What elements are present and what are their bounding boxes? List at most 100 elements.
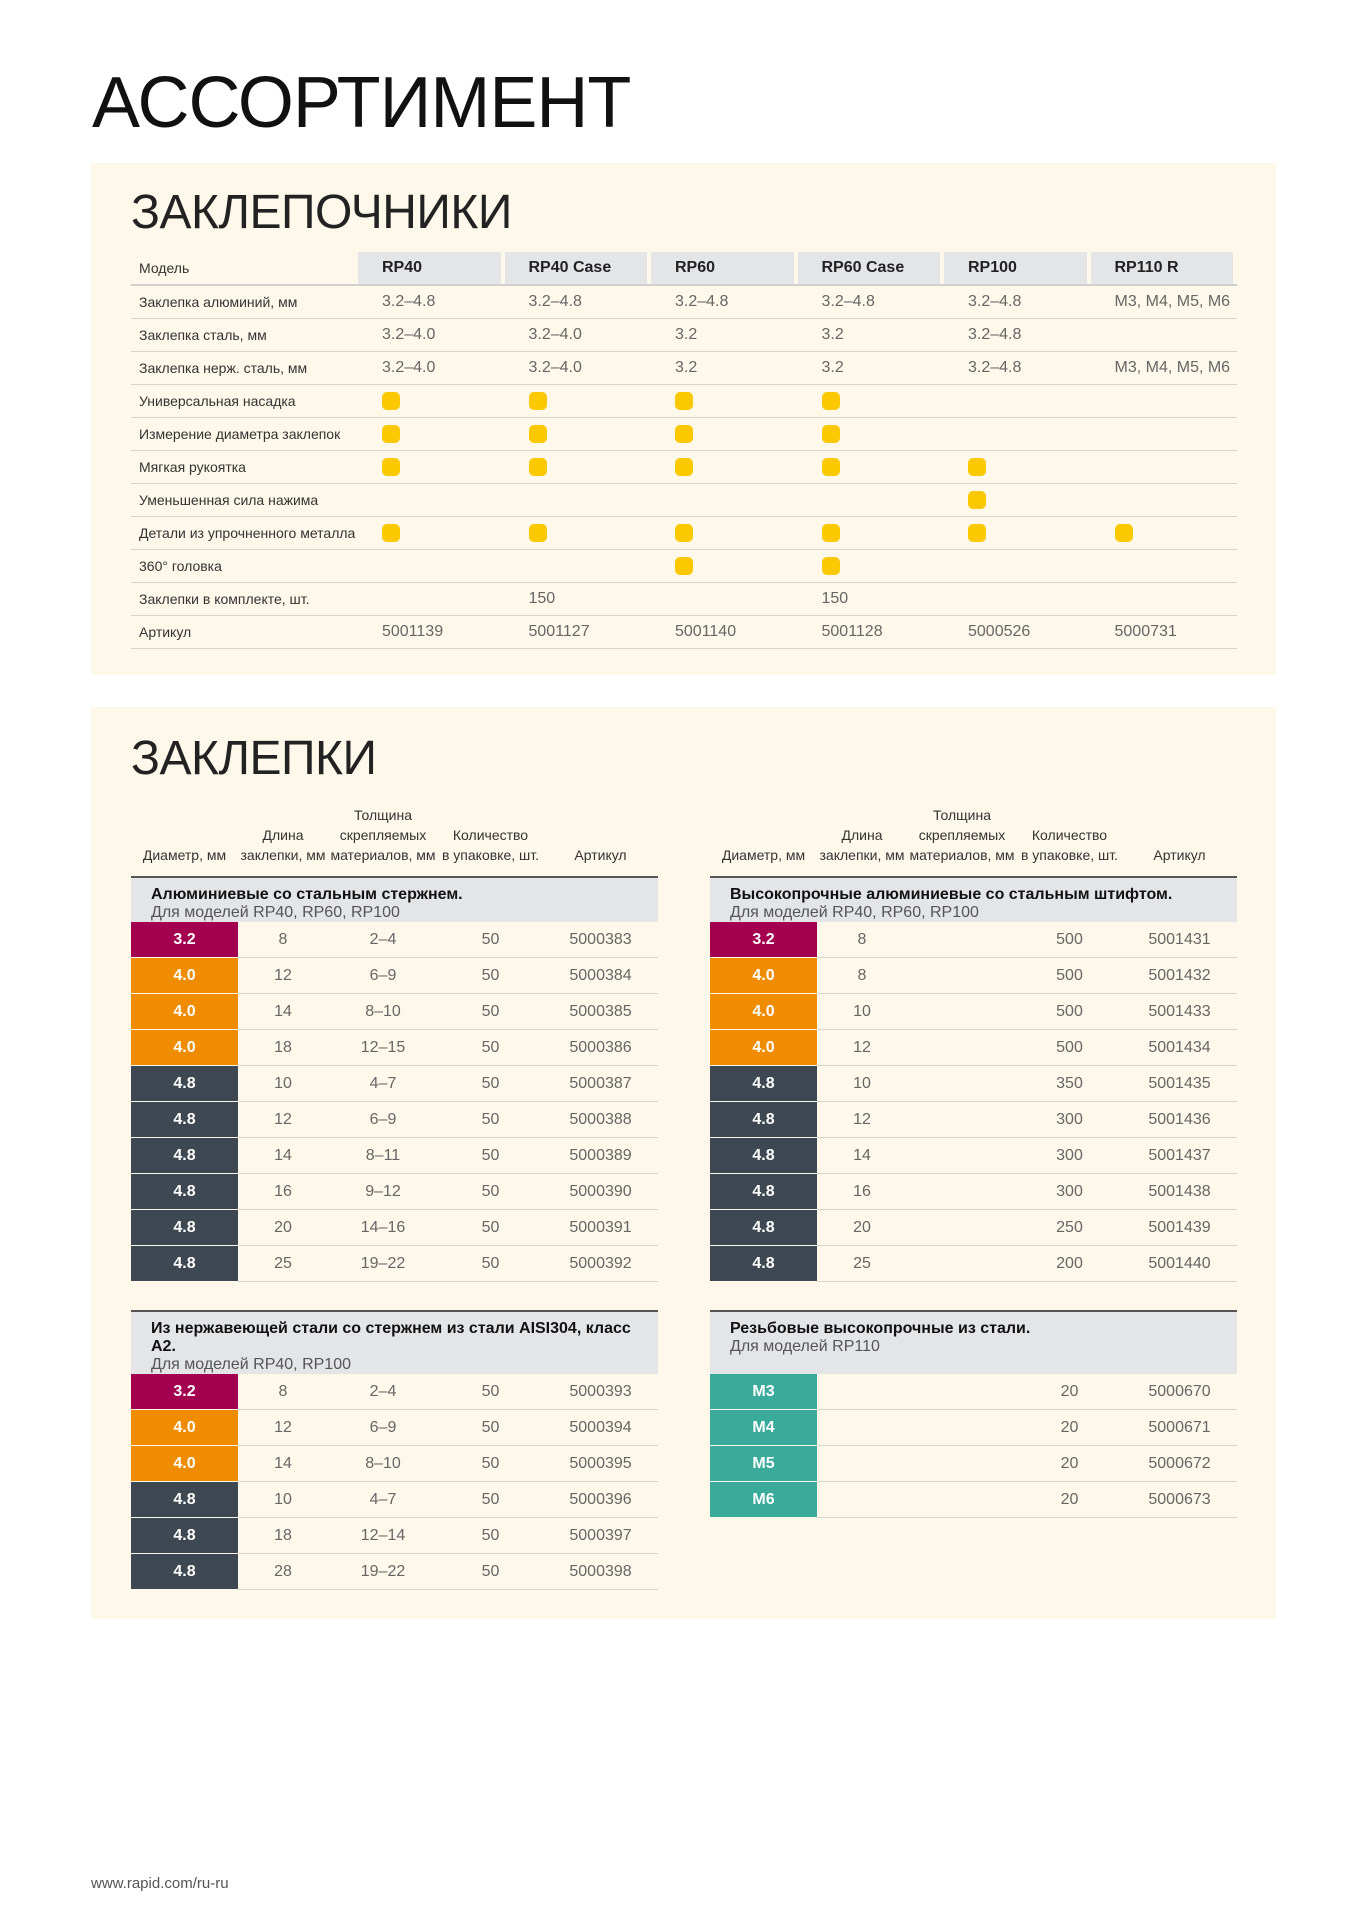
cell: 3.2: [797, 318, 944, 352]
cell: [358, 384, 505, 418]
cell: 3.2: [797, 351, 944, 385]
diameter-cell: 3.2: [131, 922, 238, 958]
cell: 50: [438, 1137, 543, 1174]
cell: 5001440: [1122, 1245, 1238, 1282]
cell: [797, 483, 944, 517]
model-name: RP100: [944, 252, 1087, 284]
model-header: RP60: [651, 252, 798, 286]
rivet-table: Высокопрочные алюминиевые со стальным шт…: [710, 876, 1238, 1282]
cell: 5001140: [651, 615, 798, 649]
section-header: Высокопрочные алюминиевые со стальным шт…: [710, 876, 1238, 922]
diameter-cell: 4.8: [131, 1137, 238, 1174]
row-label: Универсальная насадка: [131, 384, 358, 418]
cell: 3.2–4.0: [358, 318, 505, 352]
cell: 8: [817, 957, 907, 994]
column-header: Длина заклепки, мм: [240, 827, 326, 863]
cell: 50: [438, 1065, 543, 1102]
row-label: Артикул: [131, 615, 358, 649]
diameter-cell: 4.8: [710, 1137, 817, 1174]
feature-dot-icon: [382, 424, 400, 443]
cell: 12: [238, 957, 328, 994]
cell: [504, 516, 651, 550]
row-label: Заклепки в комплекте, шт.: [131, 582, 358, 616]
cell: 5001439: [1122, 1209, 1238, 1246]
cell: [1090, 417, 1237, 451]
model-name: RP40 Case: [504, 252, 647, 284]
cell: [907, 1065, 1017, 1102]
cell: 2–4: [328, 922, 438, 958]
cell: 20: [238, 1209, 328, 1246]
cell: 25: [817, 1245, 907, 1282]
table-row: 360° головка: [131, 549, 1237, 583]
cell: 5001128: [797, 615, 944, 649]
diameter-cell: 4.8: [131, 1245, 238, 1282]
model-header: RP60 Case: [797, 252, 944, 286]
footer-url[interactable]: www.rapid.com/ru-ru: [91, 1875, 229, 1892]
cell: M3, M4, M5, M6: [1090, 351, 1237, 385]
table-row: Уменьшенная сила нажима: [131, 483, 1237, 517]
row-label: Заклепка алюминий, мм: [131, 285, 358, 319]
cell: 20: [1017, 1481, 1122, 1518]
table-row: 4.8 10 4–7 50 5000396: [131, 1481, 659, 1518]
table-row: M5 20 5000672: [710, 1445, 1238, 1482]
cell: 12: [238, 1409, 328, 1446]
cell: [651, 417, 798, 451]
cell: 2–4: [328, 1374, 438, 1410]
table-row: 4.8 28 19–22 50 5000398: [131, 1553, 659, 1590]
cell: [1090, 549, 1237, 583]
cell: 14: [238, 1137, 328, 1174]
table-row: 4.0 12 500 5001434: [710, 1029, 1238, 1066]
rivets-panel: ЗАКЛЕПКИ Диаметр, мм Длина заклепки, мм То…: [91, 707, 1276, 1619]
cell: [907, 1173, 1017, 1210]
feature-dot-icon: [675, 556, 693, 575]
table-row: 4.0 8 500 5001432: [710, 957, 1238, 994]
label-header: Модель: [131, 252, 358, 286]
cell: [797, 516, 944, 550]
cell: [651, 516, 798, 550]
cell: [907, 1245, 1017, 1282]
row-label: Детали из упрочненного металла: [131, 516, 358, 550]
table-row: Заклепки в комплекте, шт. 150 150: [131, 582, 1237, 616]
tools-heading: ЗАКЛЕПОЧНИКИ: [131, 186, 512, 239]
tools-comparison-table: Модель RP40 RP40 Case RP60 RP60 Case RP100 RP1…: [131, 252, 1237, 649]
table-row: 4.0 10 500 5001433: [710, 993, 1238, 1030]
cell: 12: [817, 1029, 907, 1066]
feature-dot-icon: [382, 457, 400, 476]
cell: 8–10: [328, 993, 438, 1030]
cell: 10: [817, 993, 907, 1030]
cell: 12: [817, 1101, 907, 1138]
feature-dot-icon: [1114, 523, 1133, 542]
cell: 5001436: [1122, 1101, 1238, 1138]
cell: [907, 1409, 1017, 1446]
feature-dot-icon: [528, 457, 547, 476]
table-row: 4.0 14 8–10 50 5000385: [131, 993, 659, 1030]
feature-dot-icon: [968, 523, 986, 542]
cell: 50: [438, 1245, 543, 1282]
cell: 3.2–4.8: [651, 285, 798, 319]
cell: 150: [797, 582, 944, 616]
cell: [907, 1445, 1017, 1482]
cell: 500: [1017, 1029, 1122, 1066]
cell: [907, 1137, 1017, 1174]
diameter-cell: 4.8: [710, 1101, 817, 1138]
diameter-cell: 4.8: [710, 1209, 817, 1246]
section-title: Высокопрочные алюминиевые со стальным шт…: [730, 886, 1173, 903]
cell: 5001431: [1122, 922, 1238, 958]
cell: 50: [438, 1101, 543, 1138]
tools-panel: ЗАКЛЕПОЧНИКИ Модель RP40 RP40 Case RP60 RP60…: [91, 163, 1276, 675]
table-row: 4.8 14 300 5001437: [710, 1137, 1238, 1174]
cell: 3.2–4.8: [504, 285, 651, 319]
cell: 5000398: [543, 1553, 659, 1590]
cell: 5001434: [1122, 1029, 1238, 1066]
section-header: Резьбовые высокопрочные из стали. Для мод…: [710, 1310, 1238, 1374]
cell: [944, 516, 1091, 550]
cell: 6–9: [328, 1409, 438, 1446]
cell: 5000394: [543, 1409, 659, 1446]
cell: [907, 1101, 1017, 1138]
cell: 12–14: [328, 1517, 438, 1554]
cell: [358, 483, 505, 517]
model-name: RP60 Case: [797, 252, 940, 284]
cell: 5001438: [1122, 1173, 1238, 1210]
cell: 200: [1017, 1245, 1122, 1282]
diameter-cell: M3: [710, 1374, 817, 1410]
